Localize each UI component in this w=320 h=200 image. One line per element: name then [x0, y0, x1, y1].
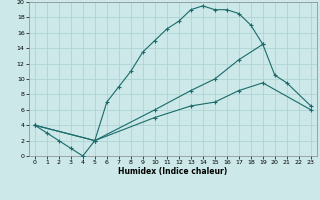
X-axis label: Humidex (Indice chaleur): Humidex (Indice chaleur) [118, 167, 228, 176]
